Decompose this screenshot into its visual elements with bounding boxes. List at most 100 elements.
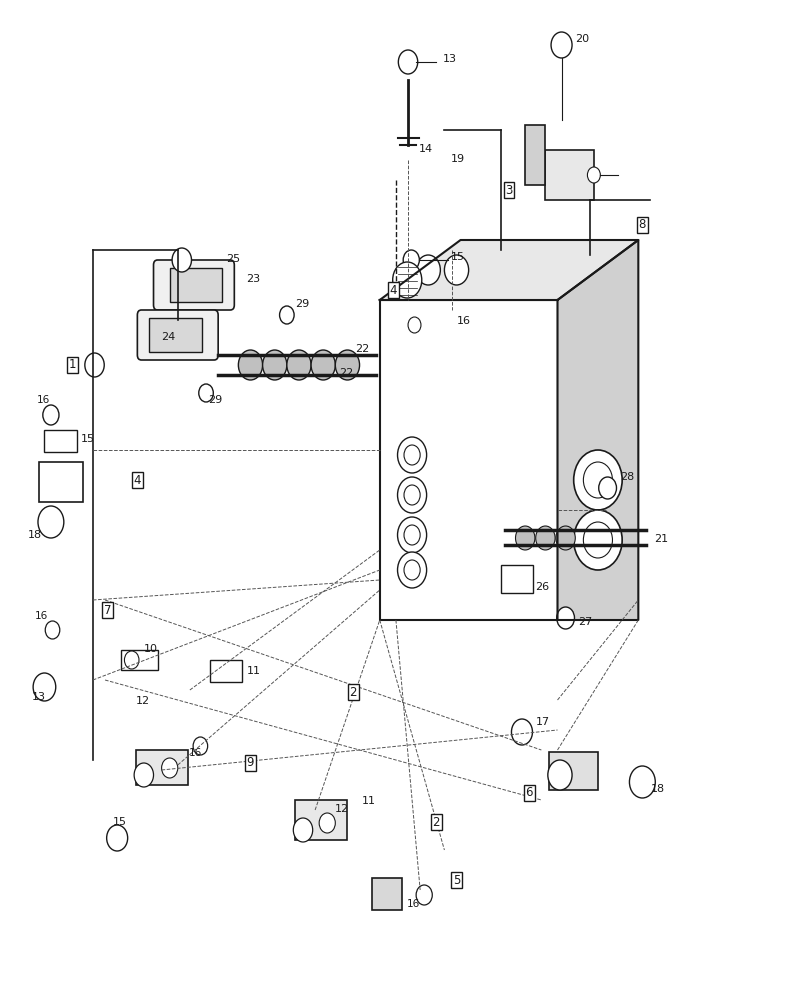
Circle shape <box>134 763 154 787</box>
Circle shape <box>311 350 335 380</box>
Text: 6: 6 <box>525 786 533 800</box>
Text: 4: 4 <box>133 474 141 487</box>
Text: 2: 2 <box>432 816 440 828</box>
Bar <box>210 660 242 682</box>
Circle shape <box>404 525 420 545</box>
Text: 4: 4 <box>389 284 398 296</box>
Text: 15: 15 <box>113 817 127 827</box>
Circle shape <box>287 350 311 380</box>
Polygon shape <box>558 240 638 620</box>
FancyBboxPatch shape <box>137 310 218 360</box>
Circle shape <box>398 517 427 553</box>
Circle shape <box>280 306 294 324</box>
Text: 29: 29 <box>295 299 309 309</box>
Text: 15: 15 <box>81 434 95 444</box>
Circle shape <box>551 32 572 58</box>
Text: 18: 18 <box>28 530 42 540</box>
Circle shape <box>124 651 139 669</box>
Text: 21: 21 <box>654 534 668 544</box>
Circle shape <box>319 813 335 833</box>
Text: 19: 19 <box>451 154 465 164</box>
Text: 16: 16 <box>189 748 202 758</box>
Circle shape <box>583 462 612 498</box>
Circle shape <box>587 167 600 183</box>
Text: 12: 12 <box>335 804 349 814</box>
Text: 2: 2 <box>349 686 357 698</box>
Circle shape <box>263 350 287 380</box>
Circle shape <box>162 758 178 778</box>
Circle shape <box>556 526 575 550</box>
Circle shape <box>38 506 64 538</box>
Text: 7: 7 <box>103 603 112 616</box>
Circle shape <box>238 350 263 380</box>
Text: 16: 16 <box>407 899 420 909</box>
Text: 27: 27 <box>578 617 592 627</box>
Bar <box>39 462 83 502</box>
Circle shape <box>548 760 572 790</box>
Circle shape <box>398 477 427 513</box>
Circle shape <box>403 250 419 270</box>
Text: 1: 1 <box>69 359 77 371</box>
Bar <box>149 318 202 352</box>
Circle shape <box>393 262 422 298</box>
Circle shape <box>516 526 535 550</box>
Bar <box>170 268 222 302</box>
Text: 25: 25 <box>226 254 240 264</box>
Text: 26: 26 <box>535 582 549 592</box>
Circle shape <box>85 353 104 377</box>
Circle shape <box>398 437 427 473</box>
Circle shape <box>583 522 612 558</box>
Circle shape <box>33 673 56 701</box>
Circle shape <box>557 607 574 629</box>
Polygon shape <box>380 240 638 300</box>
Bar <box>372 878 402 910</box>
Circle shape <box>408 317 421 333</box>
Text: 16: 16 <box>457 316 470 326</box>
Text: 13: 13 <box>32 692 46 702</box>
Text: 10: 10 <box>144 644 158 654</box>
Text: 16: 16 <box>35 611 48 621</box>
Circle shape <box>599 477 617 499</box>
Text: 22: 22 <box>339 368 354 378</box>
Text: 14: 14 <box>419 144 432 154</box>
Circle shape <box>416 885 432 905</box>
Text: 12: 12 <box>136 696 149 706</box>
Bar <box>501 565 533 593</box>
Text: 17: 17 <box>536 717 549 727</box>
Text: 11: 11 <box>246 666 260 676</box>
Circle shape <box>404 560 420 580</box>
Circle shape <box>511 719 532 745</box>
Bar <box>295 800 347 840</box>
Text: 22: 22 <box>356 344 370 354</box>
Text: 28: 28 <box>620 472 634 482</box>
Circle shape <box>398 50 418 74</box>
Circle shape <box>416 255 440 285</box>
Text: 8: 8 <box>638 219 646 232</box>
Text: 20: 20 <box>575 34 589 44</box>
Circle shape <box>335 350 360 380</box>
Text: 16: 16 <box>36 395 49 405</box>
Circle shape <box>172 248 191 272</box>
Circle shape <box>398 552 427 588</box>
Text: 18: 18 <box>651 784 665 794</box>
Circle shape <box>444 255 469 285</box>
Circle shape <box>193 737 208 755</box>
Circle shape <box>536 526 555 550</box>
Bar <box>136 750 188 785</box>
Bar <box>380 300 558 620</box>
Circle shape <box>574 510 622 570</box>
Circle shape <box>404 485 420 505</box>
Text: 23: 23 <box>246 274 260 284</box>
Text: 29: 29 <box>208 395 223 405</box>
Text: 24: 24 <box>162 332 176 342</box>
Circle shape <box>404 445 420 465</box>
Text: 15: 15 <box>451 252 465 262</box>
Text: 13: 13 <box>443 54 457 64</box>
Circle shape <box>45 621 60 639</box>
Bar <box>545 150 594 200</box>
Bar <box>44 430 77 452</box>
Circle shape <box>293 818 313 842</box>
Circle shape <box>574 450 622 510</box>
FancyBboxPatch shape <box>154 260 234 310</box>
Circle shape <box>629 766 655 798</box>
